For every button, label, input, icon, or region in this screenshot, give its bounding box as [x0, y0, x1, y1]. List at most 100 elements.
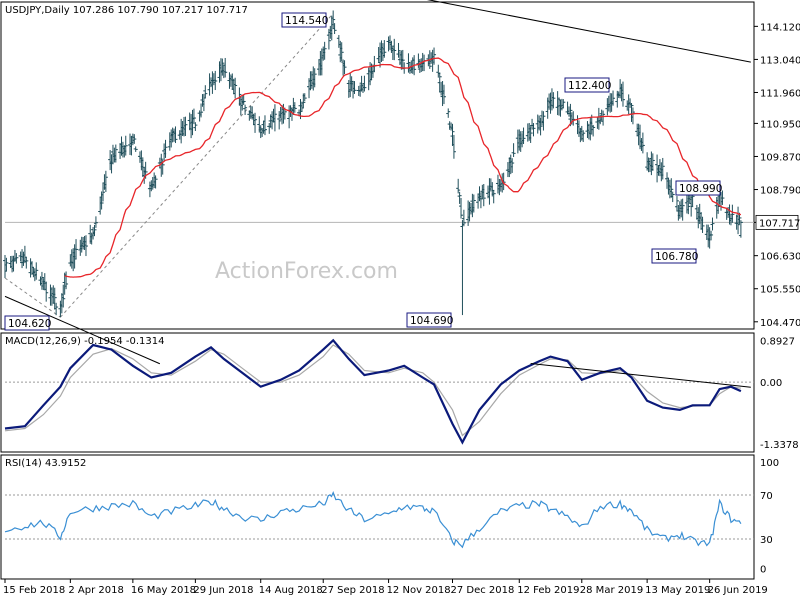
- ohlc-bar: [406, 53, 411, 73]
- price-callout-box: [4, 315, 50, 331]
- price-axis-label: 109.870: [760, 152, 800, 163]
- price-callout: 112.400: [564, 77, 611, 93]
- ohlc-bar: [521, 127, 526, 144]
- date-axis-label: 16 May 2018: [131, 585, 196, 596]
- ohlc-bar: [277, 111, 282, 130]
- ohlc-bar: [551, 92, 556, 109]
- ohlc-bar: [183, 116, 188, 136]
- date-axis-label: 13 May 2019: [645, 585, 710, 596]
- ohlc-bar: [559, 98, 564, 111]
- macd-panel-frame: [0, 332, 755, 453]
- ohlc-bar: [241, 94, 246, 105]
- price-callout-box: [675, 180, 721, 196]
- ohlc-bar: [133, 146, 138, 152]
- ohlc-bar: [52, 287, 57, 310]
- ohlc-bar: [400, 49, 405, 70]
- ohlc-bar: [199, 103, 204, 118]
- date-axis-label: 26 Jun 2019: [708, 585, 768, 596]
- price-callout-label: 108.990: [679, 183, 722, 195]
- ohlc-bar: [253, 112, 258, 133]
- ohlc-bar: [101, 183, 106, 202]
- ohlc-bar: [103, 170, 108, 192]
- price-callout-box: [564, 77, 610, 93]
- macd-line: [4, 338, 742, 445]
- macd-series-group: [4, 338, 754, 445]
- date-axis-label: 2 Apr 2018: [68, 585, 123, 596]
- ohlc-bar: [392, 38, 397, 61]
- rsi-axis-label: 30: [760, 535, 773, 546]
- ohlc-bar: [709, 230, 714, 241]
- rsi-panel-frame: [0, 454, 755, 580]
- ohlc-bar: [342, 60, 347, 75]
- ohlc-bar: [736, 206, 741, 235]
- ohlc-bar: [24, 257, 29, 269]
- ohlc-bar: [262, 115, 267, 136]
- ohlc-bar: [700, 216, 705, 233]
- price-callout-box: [281, 12, 327, 28]
- price-callout-label: 104.690: [410, 315, 453, 327]
- ohlc-bar: [461, 209, 466, 227]
- macd-axis-label: 0.00: [760, 378, 782, 389]
- ohlc-bar: [193, 122, 198, 131]
- ohlc-bar: [481, 183, 486, 207]
- ohlc-bar: [331, 10, 336, 28]
- ohlc-bar: [601, 110, 606, 126]
- ohlc-bar: [64, 271, 69, 290]
- ohlc-bar: [459, 197, 464, 219]
- ohlc-bar: [93, 216, 98, 228]
- ohlc-bar: [396, 42, 401, 58]
- ohlc-bar: [538, 117, 543, 136]
- ohlc-bar: [531, 123, 536, 137]
- axis-labels-group: 114.120 113.040 111.960 110.950 109.870 108.7…: [3, 22, 800, 596]
- date-axis-label: 12 Feb 2019: [517, 585, 579, 596]
- ohlc-bar: [92, 224, 97, 237]
- price-axis-label: 111.960: [760, 88, 800, 99]
- ohlc-bar: [123, 135, 128, 156]
- ohlc-bar: [689, 194, 694, 217]
- ohlc-bar: [738, 220, 743, 238]
- ohlc-bar: [233, 77, 238, 99]
- macd-axis-label: 0.8927: [760, 337, 795, 348]
- price-axis-label: 114.120: [760, 22, 800, 33]
- ohlc-bar: [173, 126, 178, 144]
- ohlc-bar: [730, 204, 735, 223]
- price-callout-label: 104.620: [8, 318, 51, 330]
- current-price-label: 107.717: [755, 214, 800, 230]
- price-axis-label: 110.950: [760, 119, 800, 130]
- ohlc-bar: [29, 261, 34, 275]
- rsi-series-group: [4, 490, 754, 549]
- ohlc-bar: [640, 132, 645, 154]
- ohlc-bar: [201, 93, 206, 112]
- price-callout-label: 114.540: [285, 15, 328, 27]
- date-axis-label: 28 Mar 2019: [580, 585, 643, 596]
- date-axis-label: 27 Dec 2018: [451, 585, 515, 596]
- ohlc-bar: [478, 192, 483, 209]
- rsi-header: RSI(14) 43.9152: [5, 458, 86, 469]
- price-series-group: 114.540 112.400 108.990 106.780 104.690 104.6…: [3, 0, 754, 365]
- moving-average-line: [64, 57, 742, 278]
- date-axis-label: 27 Sep 2018: [321, 585, 384, 596]
- ohlc-bar: [568, 103, 573, 127]
- ohlc-bar: [674, 196, 679, 211]
- ohlc-bar: [339, 42, 344, 61]
- date-axis-label: 29 Jun 2018: [193, 585, 253, 596]
- ohlc-bar: [437, 72, 442, 93]
- ohlc-bar: [441, 84, 446, 105]
- rsi-line: [4, 490, 742, 549]
- ohlc-bar: [491, 190, 496, 204]
- ohlc-bar: [14, 253, 19, 264]
- ohlc-bar: [223, 57, 228, 78]
- ohlc-bar: [220, 58, 225, 76]
- macd-header: MACD(12,26,9) -0.1954 -0.1314: [5, 336, 165, 347]
- ohlc-bar: [650, 153, 655, 171]
- ohlc-bar: [591, 124, 596, 137]
- ohlc-bar: [312, 68, 317, 88]
- price-trendline-1: [4, 295, 161, 365]
- rsi-axis-label: 0: [760, 565, 766, 576]
- ohlc-bar: [191, 108, 196, 125]
- ohlc-bar: [153, 175, 158, 189]
- ohlc-bar: [611, 90, 616, 106]
- ohlc-bar: [720, 190, 725, 205]
- dashed-trendline-3: [60, 13, 334, 318]
- ohlc-bar: [272, 104, 277, 132]
